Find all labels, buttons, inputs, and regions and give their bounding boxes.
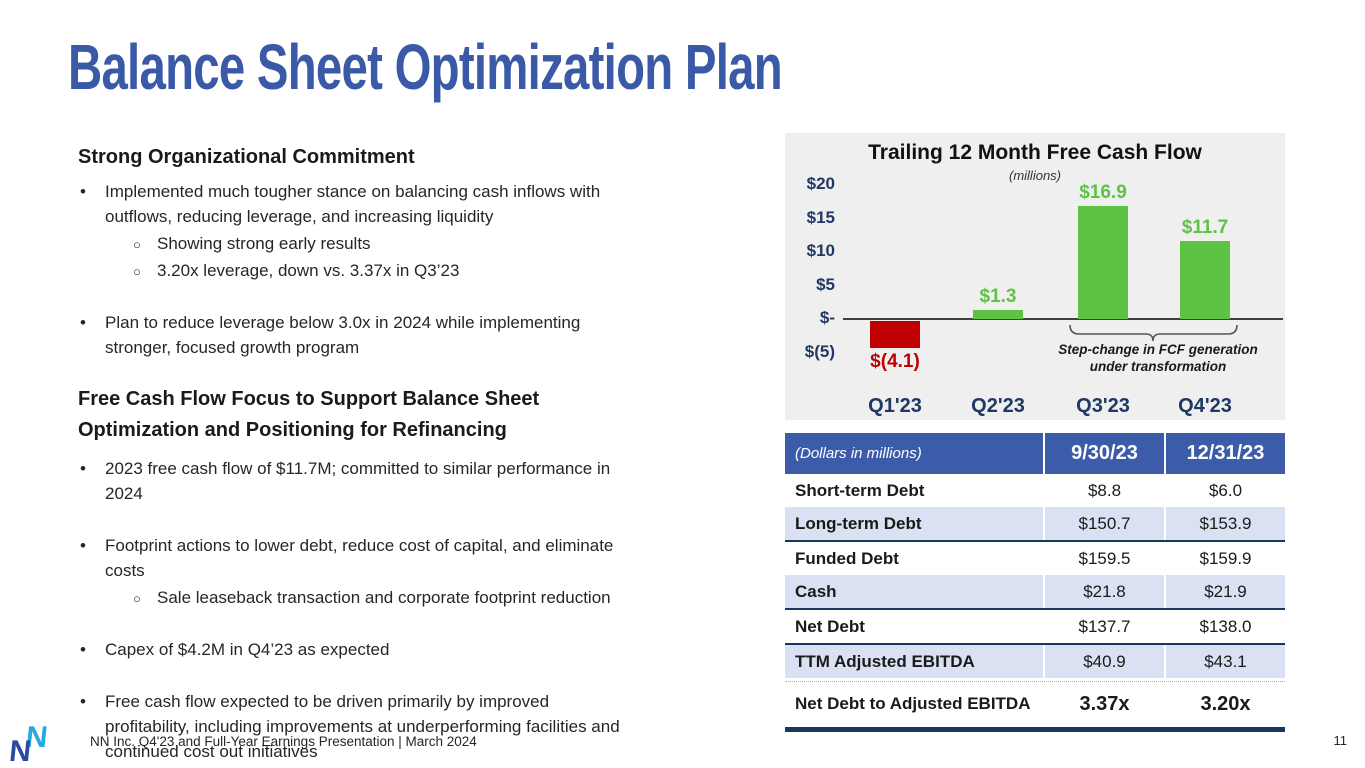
page-title: Balance Sheet Optimization Plan [68, 31, 783, 103]
row-label: Net Debt [785, 610, 1043, 643]
bar-Q3'23 [1078, 205, 1128, 319]
row-value-1: $150.7 [1045, 507, 1164, 540]
table-row: Cash $21.8 $21.9 [785, 575, 1285, 608]
row-value-2: $43.1 [1166, 645, 1285, 678]
x-axis-label: Q1'23 [868, 395, 922, 417]
bullet-dot: • [80, 459, 86, 478]
row-label: Net Debt to Adjusted EBITDA [785, 682, 1043, 726]
row-value-2: $6.0 [1166, 474, 1285, 507]
bar-value-label: $16.9 [1079, 181, 1127, 203]
section1-item-1: • Implemented much tougher stance on bala… [78, 179, 718, 229]
nn-inc-logo: N N [8, 721, 49, 767]
bar-Q2'23 [973, 310, 1023, 319]
table-row: Long-term Debt $150.7 $153.9 [785, 507, 1285, 540]
row-value-1: $159.5 [1045, 542, 1164, 575]
row-value-1: $8.8 [1045, 474, 1164, 507]
left-column: Strong Organizational Commitment • Implem… [78, 145, 718, 764]
row-value-1: $137.7 [1045, 610, 1164, 643]
bullet-circle: ○ [133, 264, 141, 279]
x-axis-label: Q4'23 [1178, 395, 1232, 417]
bullet-dot: • [80, 182, 86, 201]
section2-item-2: • Footprint actions to lower debt, reduce… [78, 533, 718, 583]
balance-sheet-table: (Dollars in millions) 9/30/23 12/31/23 S… [785, 433, 1285, 732]
x-axis-label: Q2'23 [971, 395, 1025, 417]
section2-heading: Free Cash Flow Focus to Support Balance … [78, 388, 540, 441]
y-axis-tick: $15 [806, 207, 835, 227]
page-number: 11 [1333, 733, 1348, 748]
section1-bullets: • Implemented much tougher stance on bala… [78, 179, 718, 360]
chart-annotation: Step-change in FCF generation under tran… [1058, 342, 1258, 374]
bullet-circle: ○ [133, 237, 141, 252]
x-axis-line [843, 318, 1283, 320]
bullet-dot: • [80, 692, 86, 711]
table-row: Short-term Debt $8.8 $6.0 [785, 474, 1285, 507]
row-value-2: $138.0 [1166, 610, 1285, 643]
x-axis-label: Q3'23 [1076, 395, 1130, 417]
svg-text:N: N [24, 721, 49, 754]
fcf-bar-chart: Trailing 12 Month Free Cash Flow (millio… [785, 133, 1285, 420]
section1-item-2: ○ Showing strong early results [78, 231, 718, 256]
chart-plot-area: $20 $15 $10 $5 $- $(5) $(4.1) Q1'23 $1.3 Q2'23 $16… [785, 133, 1285, 420]
chart-subtitle: (millions) [1009, 168, 1061, 183]
table-row: Net Debt $137.7 $138.0 [785, 608, 1285, 643]
section2-bullets: • 2023 free cash flow of $11.7M; committe… [78, 456, 718, 764]
row-value-2: $159.9 [1166, 542, 1285, 575]
table-row: Funded Debt $159.5 $159.9 [785, 540, 1285, 575]
table-body: Short-term Debt $8.8 $6.0 Long-term Debt $15… [785, 474, 1285, 726]
bullet-circle: ○ [133, 591, 141, 606]
y-axis-tick: $20 [806, 174, 835, 193]
section1-heading: Strong Organizational Commitment [78, 146, 415, 168]
row-label: Funded Debt [785, 542, 1043, 575]
svg-text:N: N [8, 735, 33, 767]
section2-item-1: • 2023 free cash flow of $11.7M; committe… [78, 456, 718, 506]
bullet-dot: • [80, 313, 86, 332]
y-axis-tick: $10 [806, 241, 835, 260]
bar-Q1'23 [870, 321, 920, 349]
row-value-1: $40.9 [1045, 645, 1164, 678]
row-label: Cash [785, 575, 1043, 608]
row-value-2: 3.20x [1166, 682, 1285, 726]
table-header-col1: 9/30/23 [1045, 433, 1164, 474]
section2-item-5: • Free cash flow expected to be driven pr… [78, 689, 718, 764]
bracket-shape [1069, 324, 1238, 342]
chart-title: Trailing 12 Month Free Cash Flow [868, 141, 1202, 164]
row-value-2: $21.9 [1166, 575, 1285, 608]
table-header-label: (Dollars in millions) [785, 433, 1043, 474]
row-label: Long-term Debt [785, 507, 1043, 540]
bullet-dot: • [80, 640, 86, 659]
section2-item-3: ○ Sale leaseback transaction and corporat… [78, 585, 718, 610]
bullet-dot: • [80, 536, 86, 555]
section1-item-3: ○ 3.20x leverage, down vs. 3.37x in Q3’23 [78, 258, 718, 283]
row-value-2: $153.9 [1166, 507, 1285, 540]
section2-item-4: • Capex of $4.2M in Q4’23 as expected [78, 637, 718, 662]
bar-Q4'23 [1180, 240, 1230, 319]
row-value-1: 3.37x [1045, 682, 1164, 726]
section1-item-4: • Plan to reduce leverage below 3.0x in 2… [78, 310, 718, 360]
table-row: TTM Adjusted EBITDA $40.9 $43.1 [785, 643, 1285, 678]
row-label: Short-term Debt [785, 474, 1043, 507]
table-header-row: (Dollars in millions) 9/30/23 12/31/23 [785, 433, 1285, 474]
table-bottom-border [785, 727, 1285, 732]
table-header-col2: 12/31/23 [1166, 433, 1285, 474]
y-axis-tick: $- [819, 308, 835, 327]
table-row: Net Debt to Adjusted EBITDA 3.37x 3.20x [785, 681, 1285, 726]
footer-text: NN Inc. Q4'23 and Full-Year Earnings Pre… [90, 734, 477, 749]
y-axis-tick: $5 [816, 274, 835, 294]
bar-value-label: $11.7 [1181, 216, 1229, 238]
row-value-1: $21.8 [1045, 575, 1164, 608]
y-axis-tick: $(5) [804, 341, 835, 361]
row-label: TTM Adjusted EBITDA [785, 645, 1043, 678]
bar-value-label: $1.3 [979, 286, 1017, 308]
bar-value-label: $(4.1) [870, 351, 920, 373]
